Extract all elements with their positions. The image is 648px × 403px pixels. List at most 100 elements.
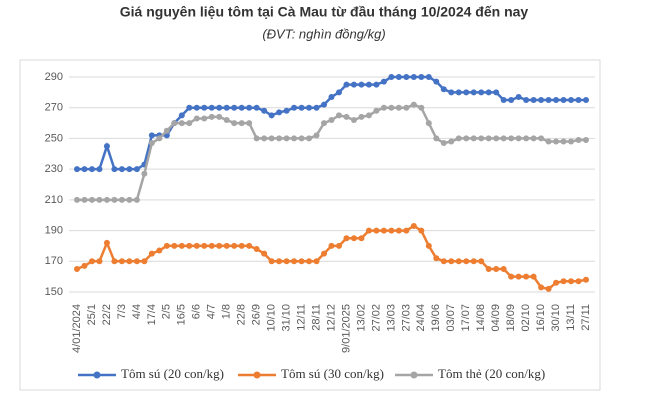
point: [268, 112, 275, 119]
x-tick-label: 14/08: [475, 304, 487, 332]
point: [410, 222, 417, 229]
legend-marker: [93, 371, 101, 379]
point: [216, 242, 223, 249]
x-tick-label: 30/10: [550, 304, 562, 332]
chart-subtitle: (ĐVT: nghìn đồng/kg): [262, 26, 385, 41]
point: [321, 120, 328, 127]
point: [283, 258, 290, 265]
point: [380, 227, 387, 234]
point: [156, 135, 163, 142]
point: [365, 81, 372, 88]
point: [276, 258, 283, 265]
point: [583, 276, 589, 283]
point: [470, 89, 477, 96]
x-tick-label: 1/8: [221, 304, 233, 319]
x-tick-label: 04/09: [490, 304, 502, 332]
point: [163, 127, 170, 134]
y-tick-label: 250: [45, 132, 63, 144]
point: [231, 120, 238, 127]
point: [81, 262, 88, 269]
point: [313, 104, 320, 111]
point: [395, 74, 402, 80]
point: [418, 74, 425, 80]
point: [365, 112, 372, 119]
point: [74, 196, 80, 203]
x-tick-label: 27/11: [580, 304, 592, 331]
point: [238, 104, 245, 111]
point: [373, 107, 380, 114]
point: [403, 104, 410, 111]
point: [425, 242, 432, 249]
point: [283, 135, 290, 142]
x-tick-label: 17/4: [146, 304, 158, 325]
x-tick-label: 13/03: [385, 304, 397, 332]
point: [358, 113, 365, 120]
point: [193, 104, 200, 111]
point: [410, 101, 417, 108]
legend-label: Tôm thẻ (20 con/kg): [438, 366, 545, 381]
point: [583, 97, 589, 104]
point: [186, 242, 193, 249]
series-line: [76, 224, 587, 291]
y-tick-label: 230: [45, 163, 63, 175]
point: [418, 104, 425, 111]
x-tick-label: 13/11: [565, 304, 577, 331]
point: [403, 74, 410, 80]
x-tick-label: 10/10: [266, 304, 278, 332]
point: [523, 273, 530, 280]
point: [440, 86, 447, 93]
point: [425, 74, 432, 80]
point: [343, 113, 350, 120]
point: [470, 135, 477, 142]
point: [133, 196, 140, 203]
x-tick-label: 7/3: [116, 304, 128, 319]
point: [148, 140, 155, 147]
point: [568, 138, 575, 145]
point: [126, 196, 133, 203]
y-tick-label: 270: [45, 102, 63, 114]
point: [186, 120, 193, 127]
point: [81, 196, 88, 203]
x-tick-label: 12/12: [325, 304, 337, 332]
point: [126, 166, 133, 173]
point: [583, 136, 589, 143]
point: [463, 258, 470, 265]
point: [403, 227, 410, 234]
point: [268, 135, 275, 142]
point: [380, 104, 387, 111]
point: [306, 258, 313, 265]
point: [216, 104, 223, 111]
x-tick-label: 24/04: [415, 304, 427, 332]
point: [478, 89, 485, 96]
point: [253, 104, 260, 111]
point: [246, 242, 253, 249]
point: [298, 104, 305, 111]
point: [523, 97, 530, 104]
point: [485, 135, 492, 142]
point: [545, 138, 552, 145]
x-tick-label: 02/10: [520, 304, 532, 332]
y-tick-label: 210: [45, 194, 63, 206]
point: [261, 107, 268, 114]
point: [530, 97, 537, 104]
point: [208, 242, 215, 249]
x-tick-label: 16/5: [176, 304, 188, 325]
point: [178, 242, 185, 249]
point: [141, 170, 148, 177]
point: [261, 250, 268, 257]
legend-label: Tôm sú (30 con/kg): [281, 366, 384, 381]
point: [335, 89, 342, 96]
point: [223, 117, 230, 123]
point: [328, 117, 335, 123]
legend-marker: [253, 371, 261, 379]
point: [223, 104, 230, 111]
point: [568, 278, 575, 285]
point: [118, 258, 125, 265]
point: [373, 227, 380, 234]
point: [223, 242, 230, 249]
x-tick-label: 22/2: [101, 304, 113, 325]
point: [335, 112, 342, 119]
point: [186, 104, 193, 111]
point: [530, 273, 537, 280]
point: [291, 135, 298, 142]
